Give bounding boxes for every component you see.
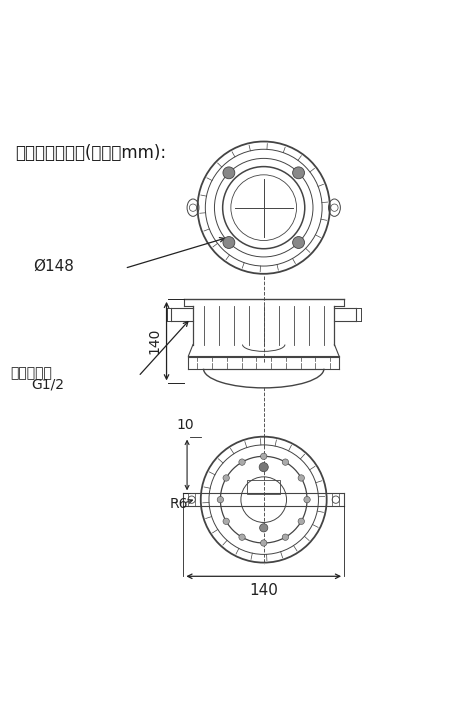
Circle shape	[259, 463, 268, 472]
Circle shape	[298, 518, 304, 524]
Circle shape	[239, 534, 245, 540]
Circle shape	[223, 518, 230, 524]
Text: Ø148: Ø148	[34, 259, 74, 274]
Bar	[188, 493, 195, 506]
Text: 引入口规格: 引入口规格	[11, 366, 52, 380]
Circle shape	[260, 523, 268, 532]
Text: 10: 10	[176, 418, 194, 432]
Bar	[332, 493, 339, 506]
Circle shape	[223, 475, 230, 481]
Circle shape	[217, 497, 224, 503]
Circle shape	[304, 497, 310, 503]
Text: G1/2: G1/2	[31, 377, 64, 392]
Bar	[247, 479, 280, 494]
Circle shape	[282, 534, 289, 540]
Circle shape	[293, 236, 304, 249]
Circle shape	[282, 459, 289, 465]
Circle shape	[239, 459, 245, 465]
Text: 灯具外形和尺寸(单位：mm):: 灯具外形和尺寸(单位：mm):	[15, 144, 166, 162]
Circle shape	[223, 167, 235, 179]
Text: 140: 140	[147, 328, 161, 354]
Text: R6: R6	[170, 497, 188, 511]
Circle shape	[261, 540, 267, 547]
Text: 140: 140	[249, 583, 278, 598]
Circle shape	[293, 167, 304, 179]
Circle shape	[223, 236, 235, 249]
Circle shape	[261, 453, 267, 459]
Circle shape	[298, 475, 304, 481]
